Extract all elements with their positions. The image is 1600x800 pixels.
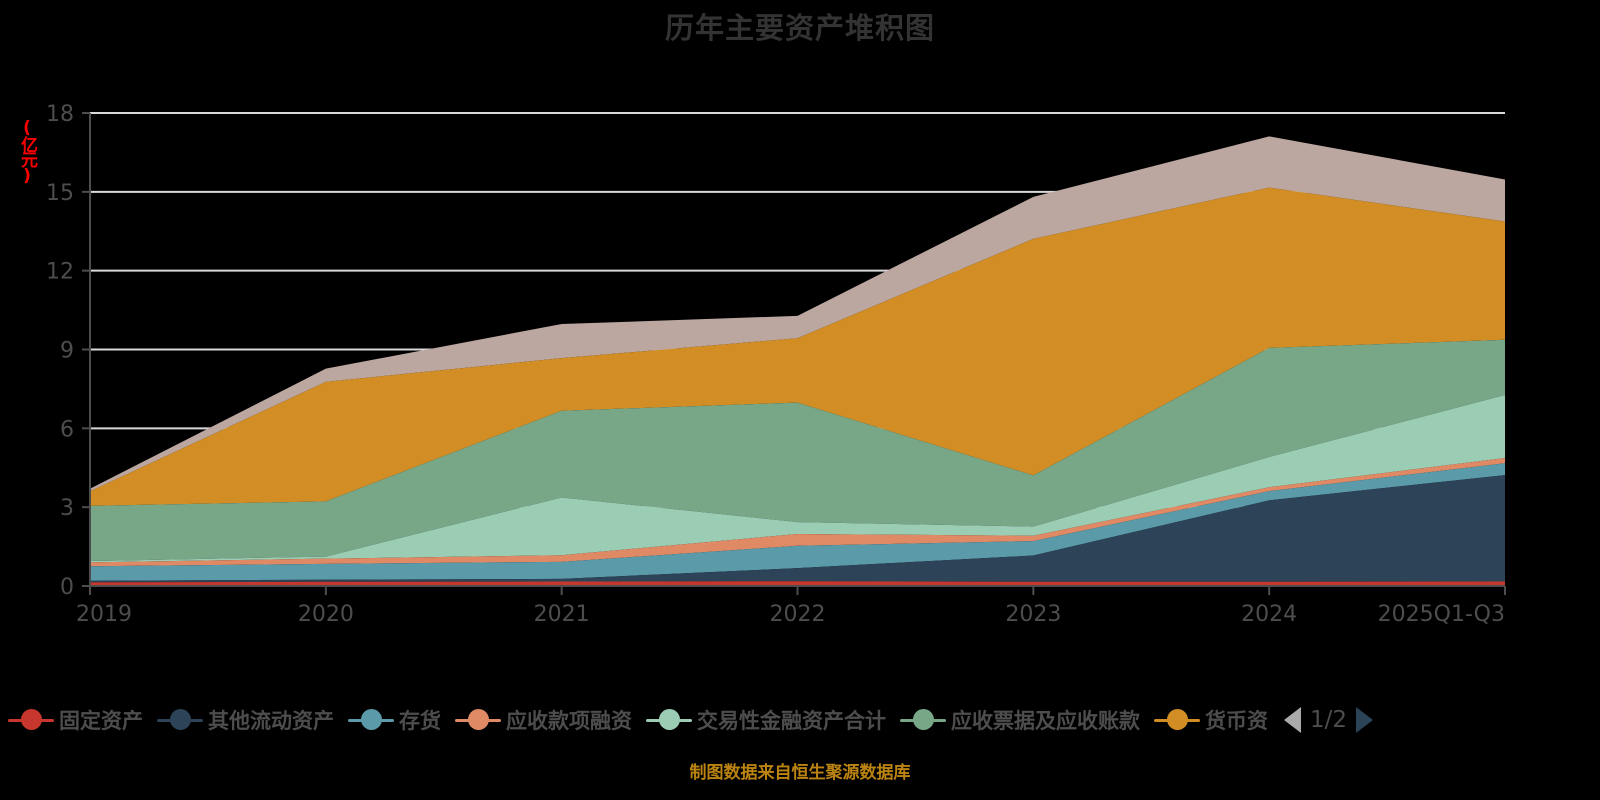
x-tick-label: 2019 xyxy=(76,602,132,627)
legend-marker-dot xyxy=(913,709,934,730)
footer-source-note: 制图数据来自恒生聚源数据库 xyxy=(689,763,911,783)
legend-item-3[interactable]: 应收款项融资 xyxy=(455,705,632,735)
page-title: 历年主要资产堆积图 xyxy=(664,11,935,45)
x-tick-label: 2020 xyxy=(298,602,354,627)
legend-item-4[interactable]: 交易性金融资产合计 xyxy=(646,705,886,735)
legend-marker-icon xyxy=(455,709,501,731)
area-series-6 xyxy=(90,187,1505,506)
axis-layer xyxy=(82,112,1506,595)
y-tick-label: 3 xyxy=(60,496,74,521)
x-tick-label: 2023 xyxy=(1005,602,1061,627)
legend-item-label: 存货 xyxy=(399,709,441,733)
legend-marker-dot xyxy=(1167,709,1188,730)
x-tick-label: 2021 xyxy=(534,602,590,627)
legend-page-count: 1/2 xyxy=(1310,707,1348,733)
area-series-layer xyxy=(90,136,1505,586)
y-tick-label: 15 xyxy=(46,181,74,206)
area-series-0 xyxy=(90,581,1505,586)
y-tick-label: 6 xyxy=(60,417,74,442)
legend-item-5[interactable]: 应收票据及应收账款 xyxy=(900,705,1140,735)
area-series-5 xyxy=(90,339,1505,562)
area-series-2 xyxy=(90,463,1505,581)
triangle-left-icon[interactable] xyxy=(1284,707,1301,733)
legend-item-1[interactable]: 其他流动资产 xyxy=(157,705,334,735)
x-tick-label: 2024 xyxy=(1241,602,1297,627)
legend-item-label: 应收款项融资 xyxy=(506,709,632,733)
legend-item-label: 交易性金融资产合计 xyxy=(697,709,886,733)
area-series-1 xyxy=(90,475,1505,583)
triangle-right-icon[interactable] xyxy=(1356,707,1374,733)
chart-plot-area: 0 3 6 9 12 15 18 2019 2020 2021 2022 2023 2024 2025Q1… xyxy=(46,102,1506,627)
legend-marker-icon xyxy=(1154,709,1200,731)
area-series-4 xyxy=(90,394,1505,563)
stacked-area-chart: 0 3 6 9 12 15 18 2019 2020 2021 2022 2023 2024 2025Q1… xyxy=(46,102,1506,627)
tick-label-layer: 0 3 6 9 12 15 18 2019 2020 2021 2022 2023 2024 2025Q1… xyxy=(46,102,1505,627)
legend-item-0[interactable]: 固定资产 xyxy=(8,705,143,735)
x-tick-label: 2025Q1-Q3 xyxy=(1378,602,1505,627)
legend-marker-dot xyxy=(21,709,42,730)
y-tick-label: 9 xyxy=(60,339,74,364)
legend-marker-icon xyxy=(900,709,946,731)
legend-marker-icon xyxy=(348,709,394,731)
y-tick-label: 18 xyxy=(46,102,74,127)
legend-item-6[interactable]: 货币资 xyxy=(1154,705,1268,735)
legend-item-label: 货币资 xyxy=(1205,709,1268,733)
y-tick-label: 0 xyxy=(60,575,74,600)
legend-marker-icon xyxy=(646,709,692,731)
legend-pager[interactable]: 1/2 xyxy=(1284,707,1374,733)
legend-marker-icon xyxy=(157,709,203,731)
legend-marker-dot xyxy=(170,709,191,730)
legend-marker-icon xyxy=(8,709,54,731)
chart-legend: 固定资产 其他流动资产 存货 应收款项融资 交易性金融资产合计 应收票据及应收账款 货币资 … xyxy=(0,698,1600,742)
x-tick-label: 2022 xyxy=(770,602,826,627)
legend-marker-dot xyxy=(468,709,489,730)
legend-item-2[interactable]: 存货 xyxy=(348,705,441,735)
legend-item-label: 应收票据及应收账款 xyxy=(951,709,1140,733)
area-series-3 xyxy=(90,458,1505,567)
y-tick-label: 12 xyxy=(46,260,74,285)
legend-marker-dot xyxy=(659,709,680,730)
legend-item-label: 固定资产 xyxy=(59,709,143,733)
legend-marker-dot xyxy=(361,709,382,730)
y-axis-unit-label: (亿元) xyxy=(17,118,37,184)
area-series-7 xyxy=(90,136,1505,492)
legend-item-label: 其他流动资产 xyxy=(208,709,334,733)
